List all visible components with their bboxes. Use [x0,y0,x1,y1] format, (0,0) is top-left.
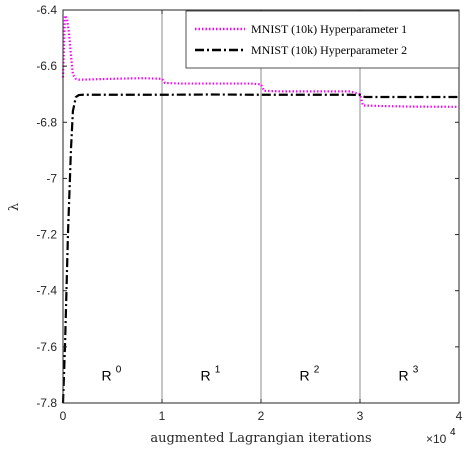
region-label: R [299,368,309,384]
x-tick-label: 0 [60,409,67,423]
y-tick-label: -6.6 [36,59,57,73]
y-tick-label: -6.8 [36,115,57,129]
y-tick-label: -7.8 [36,396,57,410]
axis-ticks-group: 0 1 2 3 4 -6.4 -6.6 -6.8 -7 -7.2 -7.4 -7.6 -7.8 [36,3,462,423]
region-label-superscript: 1 [215,365,221,376]
region-label-superscript: 3 [413,365,419,376]
y-tick-label: -7 [46,171,57,185]
legend-box [185,10,460,69]
legend: MNIST (10k) Hyperparameter 1 MNIST (10k)… [185,10,460,69]
legend-label-series-1: MNIST (10k) Hyperparameter 1 [251,22,407,36]
region-label: R [200,368,210,384]
x-tick-label: 3 [357,409,364,423]
y-axis-label: λ [7,203,22,211]
y-tick-label: -6.4 [36,3,57,17]
region-label: R [101,368,111,384]
y-tick-label: -7.2 [36,228,57,242]
series-line-2 [61,93,459,404]
y-tick-label: -7.6 [36,340,57,354]
x-axis-multiplier-base: ×10 [426,432,447,446]
region-label-superscript: 2 [314,365,320,376]
x-axis-multiplier-exponent: 4 [450,427,456,438]
region-label-superscript: 0 [116,365,122,376]
x-axis-label: augmented Lagrangian iterations [150,431,371,446]
legend-label-series-2: MNIST (10k) Hyperparameter 2 [251,43,407,57]
x-tick-label: 4 [456,409,463,423]
series-group [61,14,460,404]
y-tick-label: -7.4 [36,284,57,298]
series-line-1 [61,14,460,108]
region-divider-group [161,10,361,403]
x-tick-label: 2 [258,409,265,423]
region-label: R [398,368,408,384]
x-axis-multiplier: ×10 4 [426,427,456,446]
x-tick-label: 1 [159,409,166,423]
